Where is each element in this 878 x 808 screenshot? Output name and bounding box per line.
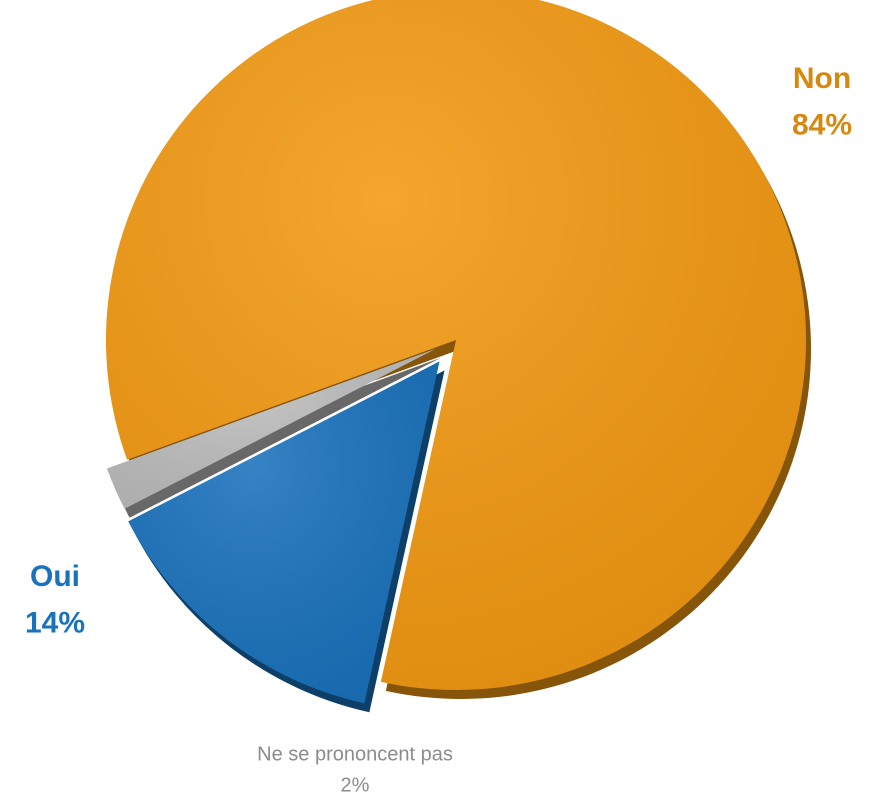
labels: Non 84% Oui 14% Ne se prononcent pas 2% [25,62,852,796]
slice-side [111,357,441,518]
slice-shine [128,361,440,704]
slice-label: Non [793,62,851,95]
slice-shine [106,348,436,509]
slices [106,0,806,704]
slice-value-label: 2% [341,774,370,796]
slice-shine [106,0,806,690]
slice-label: Ne se prononcent pas [257,743,453,765]
slice-label: Oui [30,560,80,593]
slice-value-label: 84% [792,108,852,141]
slice-value-label: 14% [25,606,85,639]
